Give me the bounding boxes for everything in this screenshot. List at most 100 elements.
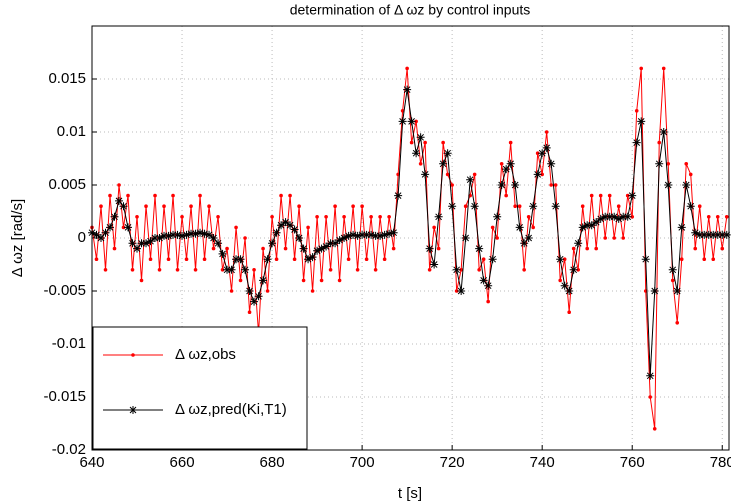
marker [144,204,148,208]
marker [677,223,686,232]
marker [425,244,434,253]
marker [688,172,693,177]
marker [652,427,657,431]
marker [189,204,193,208]
marker [250,297,259,306]
marker [529,202,538,211]
marker [493,212,502,221]
marker [641,255,650,264]
marker [283,246,288,251]
marker [313,246,322,255]
marker [297,204,301,208]
marker [108,193,112,198]
marker [220,268,225,272]
marker [450,183,454,187]
marker [686,202,695,211]
marker [333,204,337,208]
marker [286,221,295,230]
marker [407,117,416,126]
marker [328,268,333,272]
marker [119,202,128,211]
marker [452,265,461,274]
marker [187,229,196,238]
legend-marker [129,406,137,414]
marker [484,281,493,290]
marker [720,246,725,251]
marker [646,371,655,380]
marker [139,278,144,283]
marker [463,204,468,208]
marker [398,117,407,126]
marker [522,268,526,272]
marker [164,231,173,240]
marker [628,191,637,200]
marker [679,257,684,262]
marker [117,183,121,187]
marker [423,140,427,145]
marker [234,225,238,230]
marker [448,202,457,211]
marker [477,268,481,272]
marker [526,215,531,219]
marker [709,230,718,239]
marker [713,230,722,239]
marker [97,234,106,242]
legend-label: Δ ωz,pred(Ki,T1) [175,401,287,418]
series [88,85,731,380]
marker [315,215,319,219]
marker [571,246,576,251]
marker [558,278,562,283]
marker [160,231,169,240]
marker [288,193,292,198]
y-tick-label: -0.015 [43,388,86,405]
marker [668,265,677,274]
marker [238,278,243,283]
marker [551,202,560,211]
marker [180,215,184,219]
marker [412,149,421,158]
marker [616,204,621,208]
marker [409,140,414,145]
x-tick-label: 720 [440,454,465,471]
marker [472,172,477,177]
marker [349,230,358,239]
y-tick-label: -0.01 [52,335,86,352]
marker [191,229,200,238]
marker [225,246,229,251]
marker [605,212,614,221]
marker [130,268,135,272]
marker [261,246,265,251]
marker [299,244,308,253]
marker [511,181,520,189]
marker [337,278,342,283]
marker [598,193,603,198]
marker [371,231,380,240]
marker [704,230,713,239]
marker [578,223,587,232]
marker [439,159,448,168]
marker [506,159,515,168]
marker [205,230,214,239]
marker [247,310,252,315]
marker [459,268,463,272]
marker [623,212,632,221]
marker [342,215,346,219]
marker [380,230,389,239]
marker [279,193,283,198]
x-tick-label: 640 [79,454,104,471]
marker [540,172,544,177]
marker [556,255,565,264]
y-tick-label: -0.005 [43,282,86,299]
marker [682,181,691,189]
legend-label: Δ ωz,obs [175,346,236,363]
marker [290,225,299,234]
marker [621,236,626,240]
marker [265,289,270,293]
marker [697,204,702,208]
marker [306,225,310,230]
marker [549,183,553,187]
marker [601,212,610,221]
marker [403,85,412,94]
marker [137,239,146,248]
marker [360,204,364,208]
